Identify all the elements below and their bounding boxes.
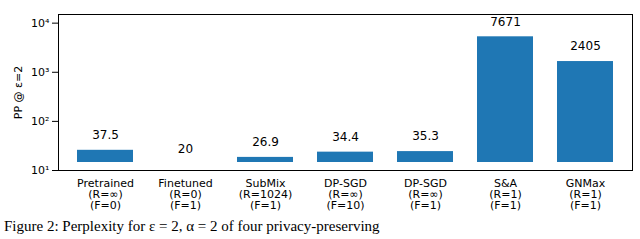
svg-text:26.9: 26.9 xyxy=(252,135,279,149)
svg-text:34.4: 34.4 xyxy=(332,130,359,144)
svg-text:GNMax(R=1)(F=1): GNMax(R=1)(F=1) xyxy=(566,177,606,212)
svg-text:10³: 10³ xyxy=(31,66,49,79)
svg-text:10¹: 10¹ xyxy=(31,164,49,177)
svg-text:2405: 2405 xyxy=(570,39,601,53)
svg-text:PP @ ε=2: PP @ ε=2 xyxy=(12,66,25,119)
svg-text:Pretrained(R=∞)(F=0): Pretrained(R=∞)(F=0) xyxy=(77,177,134,212)
html-text:Figure 2: Perplexity for ε = 2: Figure 2: Perplexity for ε = 2, α = 2 of… xyxy=(4,218,380,234)
svg-text:DP-SGD(R=∞)(F=1): DP-SGD(R=∞)(F=1) xyxy=(404,177,447,212)
svg-text:10²: 10² xyxy=(31,115,49,128)
svg-text:37.5: 37.5 xyxy=(92,128,119,142)
svg-text:7671: 7671 xyxy=(490,15,521,29)
svg-text:SubMix(R=1024)(F=1): SubMix(R=1024)(F=1) xyxy=(239,177,292,212)
svg-text:S&A(R=1)(F=1): S&A(R=1)(F=1) xyxy=(489,177,521,212)
svg-text:DP-SGD(R=∞)(F=10): DP-SGD(R=∞)(F=10) xyxy=(324,177,367,212)
svg-text:20: 20 xyxy=(178,142,193,156)
svg-text:Finetuned(R=0)(F=1): Finetuned(R=0)(F=1) xyxy=(158,177,212,212)
svg-text:35.3: 35.3 xyxy=(412,129,439,143)
svg-text:10⁴: 10⁴ xyxy=(31,17,50,30)
